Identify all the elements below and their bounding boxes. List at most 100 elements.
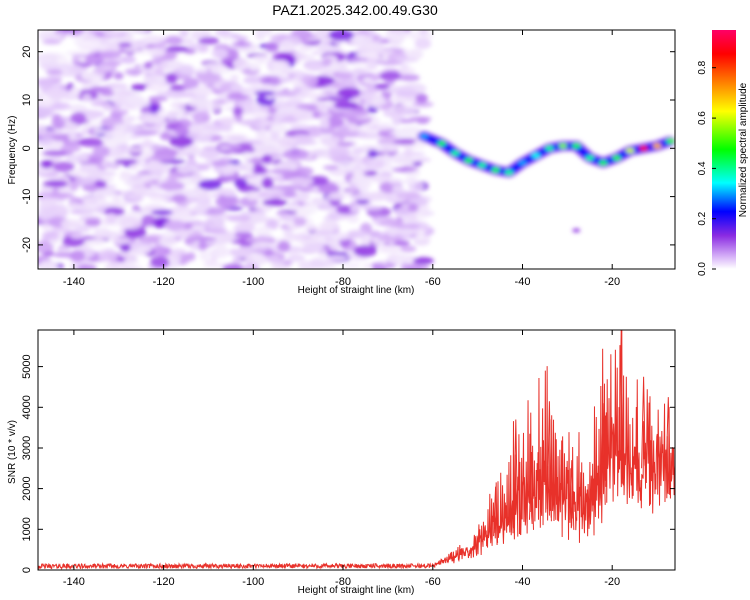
signal-core [544, 145, 554, 151]
heat-cell [105, 231, 121, 241]
snr-y-axis: 0 1000 2000 3000 4000 5000 [21, 354, 675, 573]
heat-cell [298, 45, 313, 52]
heat-cell [398, 67, 416, 75]
heat-cell [165, 73, 178, 84]
signal-core [477, 162, 487, 168]
heat-cell [193, 204, 209, 214]
heat-cell [318, 111, 333, 118]
heat-cell [69, 250, 86, 262]
heat-cell [39, 260, 58, 269]
snr-peak [618, 330, 624, 486]
heat-cell [101, 30, 122, 35]
heat-cell [187, 97, 211, 109]
x-tick-label: -20 [604, 276, 620, 288]
heat-cell [377, 139, 398, 145]
heat-cell [42, 230, 60, 240]
heat-cell [232, 58, 250, 70]
heat-cell [244, 163, 254, 174]
heat-cell [262, 199, 288, 207]
heat-cell [389, 40, 402, 46]
heat-cell [348, 123, 359, 132]
heat-cell [378, 71, 402, 81]
heat-cell [70, 112, 87, 124]
heat-cell [53, 207, 70, 213]
heat-cell [393, 138, 419, 145]
heat-cell [348, 183, 358, 193]
heat-cell [374, 83, 390, 90]
heat-cell [288, 177, 314, 186]
spectrogram-xlabel: Height of straight line (km) [298, 285, 415, 296]
heat-cell [315, 229, 335, 236]
heat-cell [38, 78, 55, 88]
heat-cell [193, 68, 209, 74]
heat-cell [111, 103, 121, 113]
heat-cell [304, 61, 325, 72]
figure-title: PAZ1.2025.342.00.49.G30 [272, 2, 438, 18]
heat-cell [330, 232, 351, 241]
snr-peak [513, 419, 519, 537]
heat-cell [413, 257, 434, 265]
heat-cell [45, 69, 63, 75]
heat-cell [73, 228, 91, 233]
heat-cell [325, 116, 344, 128]
heat-cell [391, 167, 417, 173]
heat-cell [333, 101, 359, 110]
heat-cell [190, 30, 203, 40]
heat-cell [170, 248, 187, 255]
heat-cell [353, 245, 377, 257]
heat-cell [211, 159, 229, 167]
heat-cell [391, 116, 401, 127]
heat-cell [251, 54, 271, 62]
heat-cell [236, 100, 248, 109]
heat-cell [266, 254, 280, 263]
heat-cell [241, 151, 254, 161]
heat-cell [363, 263, 372, 269]
heat-cell [323, 221, 340, 232]
heat-cell [222, 263, 244, 269]
heat-cell [222, 133, 249, 143]
y-tick-label: -10 [21, 189, 33, 205]
heat-cell [359, 41, 386, 53]
heat-cell [102, 60, 122, 67]
heat-cell [257, 193, 280, 199]
signal-core [450, 150, 460, 156]
heat-cell [355, 198, 370, 205]
signal-core [531, 152, 541, 159]
heat-cell [171, 108, 187, 114]
heat-cell [128, 266, 145, 269]
heat-cell [270, 123, 289, 133]
heat-cell [404, 148, 413, 158]
y-tick-label: 20 [21, 46, 33, 58]
heat-cell [40, 159, 53, 169]
heat-cell [357, 186, 369, 194]
heat-cell [94, 188, 112, 196]
heat-cell [369, 230, 381, 238]
heat-cell [367, 125, 393, 131]
heat-cell [214, 30, 232, 37]
heat-cell [347, 229, 367, 237]
heat-cell [234, 178, 248, 188]
snr-xlabel: Height of straight line (km) [298, 585, 415, 596]
heat-cell [151, 209, 173, 216]
snr-peak [569, 460, 575, 530]
signal-core [558, 143, 568, 149]
heat-cell [146, 82, 166, 92]
heat-cell [104, 201, 129, 209]
heat-cell [246, 190, 259, 201]
heat-cell [138, 235, 163, 244]
heat-cell [260, 227, 273, 232]
colorbar-tick-label: 0.6 [697, 111, 708, 125]
heat-cell [202, 262, 229, 268]
heat-cell [248, 62, 261, 71]
signal-core [612, 155, 622, 161]
heat-cell [57, 70, 81, 77]
heat-cell [254, 90, 276, 96]
heat-cell [79, 163, 99, 173]
heat-cell [175, 211, 193, 220]
heat-cell [196, 72, 222, 84]
colorbar-tick-label: 0.8 [697, 60, 708, 74]
heat-cell [243, 76, 264, 85]
x-tick-label: -20 [604, 576, 620, 588]
snr-peak [641, 376, 647, 489]
heat-cell [171, 193, 187, 203]
